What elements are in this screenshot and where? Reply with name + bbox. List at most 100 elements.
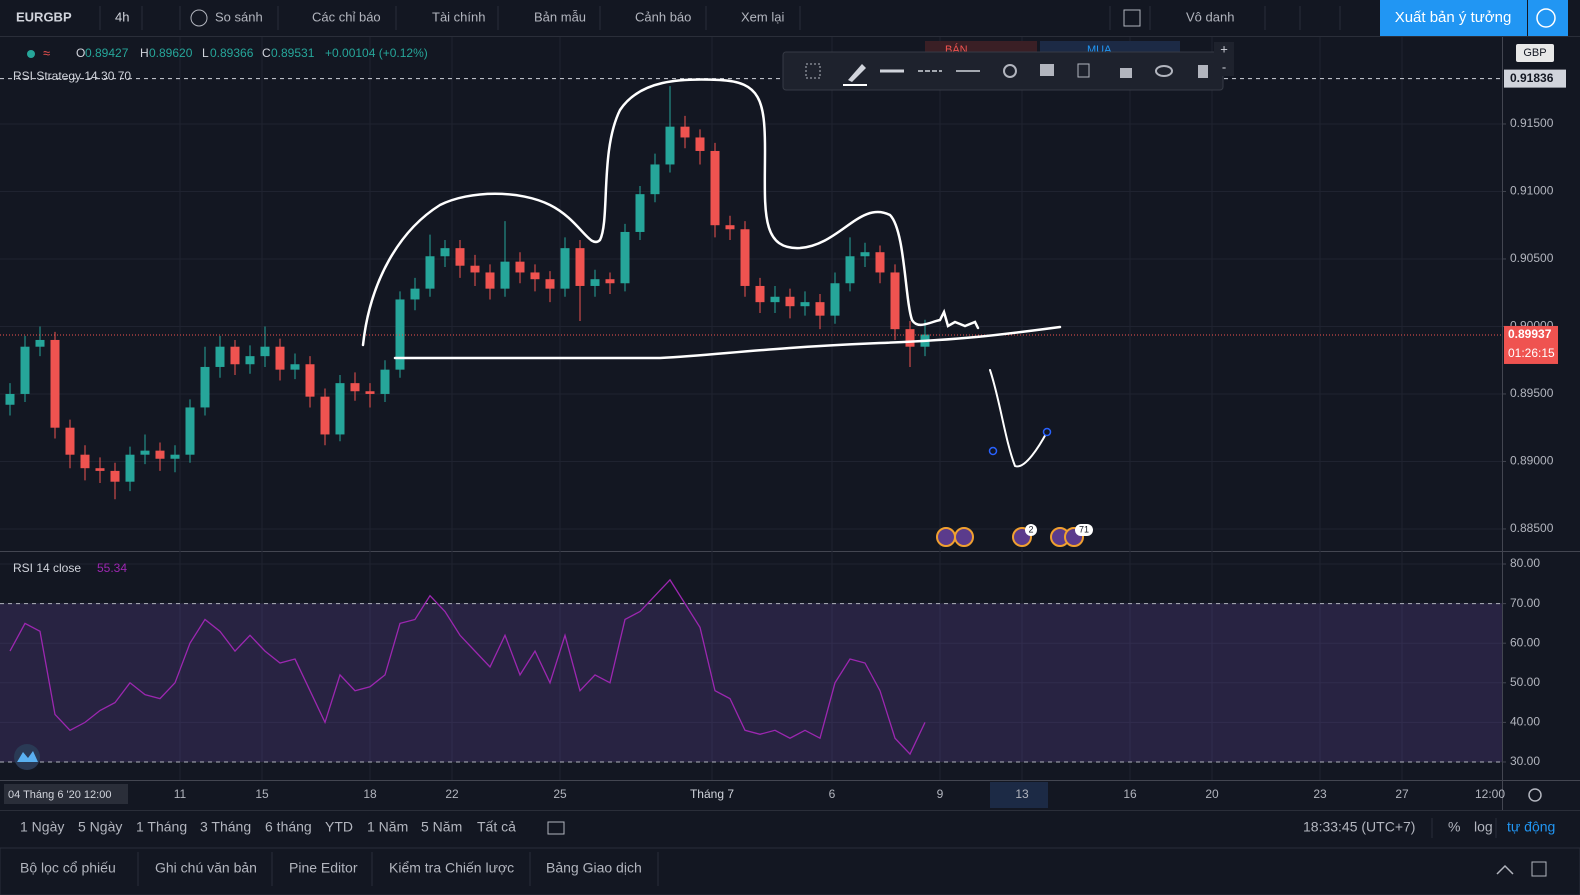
play-button[interactable] bbox=[1528, 0, 1568, 36]
icon-collapse[interactable] bbox=[1496, 864, 1514, 875]
scale-option[interactable]: log bbox=[1474, 819, 1493, 835]
play-icon bbox=[1536, 8, 1556, 28]
neckline bbox=[393, 325, 1062, 360]
price-label-bg bbox=[1504, 69, 1566, 88]
badge-count: 2 bbox=[1028, 524, 1033, 534]
candle-body bbox=[80, 454, 90, 469]
axis-settings[interactable] bbox=[1528, 788, 1542, 802]
toolbar-button[interactable]: Tài chính bbox=[432, 9, 485, 24]
y-tick-label: 70.00 bbox=[1510, 596, 1540, 610]
anchor-point[interactable] bbox=[988, 446, 998, 456]
candle-body bbox=[875, 252, 885, 273]
range-button[interactable]: 5 Năm bbox=[421, 819, 462, 835]
icon-maximize[interactable] bbox=[1531, 861, 1547, 877]
icon-layout[interactable] bbox=[1123, 9, 1141, 27]
range-button[interactable]: 5 Ngày bbox=[78, 819, 122, 835]
x-tick-label: 9 bbox=[937, 787, 944, 801]
candle-body bbox=[515, 261, 525, 273]
candle-body bbox=[785, 296, 795, 307]
candle-body bbox=[815, 302, 825, 316]
x-tick-label: 22 bbox=[445, 787, 459, 801]
study-title: RSI 14 close bbox=[13, 561, 81, 575]
candle-body bbox=[50, 339, 60, 428]
icon-minus[interactable]: - bbox=[1222, 59, 1226, 74]
candle-body bbox=[710, 150, 720, 226]
bottom-tab[interactable]: Ghi chú văn bản bbox=[155, 860, 257, 876]
interval[interactable]: 4h bbox=[115, 9, 129, 24]
x-tick-label: Tháng 7 bbox=[690, 787, 734, 801]
x-label-bg bbox=[990, 782, 1048, 808]
range-button[interactable]: 1 Tháng bbox=[136, 819, 187, 835]
toolbar-button[interactable]: Bản mẫu bbox=[534, 9, 586, 24]
range-button[interactable]: Tất cả bbox=[477, 819, 516, 835]
icon-lock[interactable] bbox=[1120, 68, 1132, 78]
publish-button[interactable] bbox=[1380, 0, 1527, 36]
candle-body bbox=[125, 454, 135, 482]
candle-body bbox=[20, 346, 30, 394]
anchor-point[interactable] bbox=[1042, 427, 1052, 437]
toolbar-button[interactable]: Các chỉ báo bbox=[312, 9, 381, 24]
layout-name[interactable]: Vô danh bbox=[1186, 9, 1234, 24]
icon-select[interactable] bbox=[805, 63, 821, 79]
projection-curve bbox=[989, 369, 1048, 468]
y-tick-label: 0.91500 bbox=[1510, 116, 1554, 130]
toolbar-button[interactable]: Xem lại bbox=[741, 9, 784, 24]
event-icon[interactable] bbox=[936, 527, 956, 547]
bottom-tab[interactable]: Bộ lọc cổ phiếu bbox=[20, 860, 116, 876]
candle-body bbox=[395, 299, 405, 370]
toolbar-button[interactable]: Cảnh báo bbox=[635, 9, 691, 24]
y-tick-label: 0.90500 bbox=[1510, 251, 1554, 265]
icon-clone[interactable] bbox=[1077, 63, 1090, 78]
bottom-tab[interactable]: Bảng Giao dịch bbox=[546, 860, 642, 876]
candle-body bbox=[230, 346, 240, 365]
range-button[interactable]: YTD bbox=[325, 819, 353, 835]
x-tick-label: 23 bbox=[1313, 787, 1327, 801]
icon-settings[interactable] bbox=[1003, 64, 1017, 78]
icon-date[interactable] bbox=[547, 821, 565, 835]
range-button[interactable]: 1 Năm bbox=[367, 819, 408, 835]
icon-delete[interactable] bbox=[1198, 65, 1208, 78]
range-button[interactable]: 3 Tháng bbox=[200, 819, 251, 835]
y-tick-label: 60.00 bbox=[1510, 635, 1540, 649]
candle-body bbox=[365, 391, 375, 394]
top-bar-bg bbox=[0, 0, 1580, 36]
range-button[interactable]: 6 tháng bbox=[265, 819, 312, 835]
bottom-tab[interactable]: Pine Editor bbox=[289, 860, 358, 876]
events: 2 71 bbox=[936, 524, 1093, 547]
candle-body bbox=[725, 225, 735, 230]
candle-body bbox=[590, 279, 600, 286]
bottom-tab[interactable]: Kiểm tra Chiến lược bbox=[389, 860, 514, 876]
pattern-outline bbox=[361, 78, 980, 347]
ohlc-value: 0.89366 bbox=[210, 46, 254, 60]
candle-body bbox=[260, 346, 270, 357]
icon-pen[interactable] bbox=[848, 64, 866, 82]
ohlc-label: C bbox=[262, 46, 271, 60]
bottom-panel bbox=[0, 847, 1580, 895]
toolbar-button[interactable]: So sánh bbox=[215, 9, 263, 24]
ohlc-value: 0.89620 bbox=[149, 46, 193, 60]
candle-body bbox=[545, 279, 555, 289]
candle-body bbox=[770, 296, 780, 303]
symbol[interactable]: EURGBP bbox=[16, 9, 72, 24]
currency-box bbox=[1516, 44, 1554, 62]
scale-option[interactable]: % bbox=[1448, 819, 1460, 835]
icon-eye[interactable] bbox=[1155, 65, 1173, 77]
scale-option[interactable]: tự động bbox=[1507, 819, 1555, 835]
candle-body bbox=[185, 407, 195, 455]
candle-body bbox=[605, 279, 615, 284]
y-tick-label: 50.00 bbox=[1510, 675, 1540, 689]
x-tick-label: 16 bbox=[1123, 787, 1137, 801]
last-price-label: 0.89937 bbox=[1508, 327, 1552, 341]
icon-compare bbox=[190, 9, 208, 27]
x-label-bg bbox=[4, 784, 128, 804]
candle-body bbox=[290, 364, 300, 370]
study-title: RSI Strategy 14 30 70 bbox=[13, 69, 131, 83]
candle-body bbox=[335, 383, 345, 435]
candle-body bbox=[620, 231, 630, 284]
candle-body bbox=[65, 427, 75, 455]
icon-plus[interactable]: + bbox=[1220, 41, 1228, 56]
status-dot bbox=[27, 50, 35, 58]
event-icon[interactable] bbox=[954, 527, 974, 547]
icon-template[interactable] bbox=[1040, 64, 1054, 76]
range-button[interactable]: 1 Ngày bbox=[20, 819, 64, 835]
